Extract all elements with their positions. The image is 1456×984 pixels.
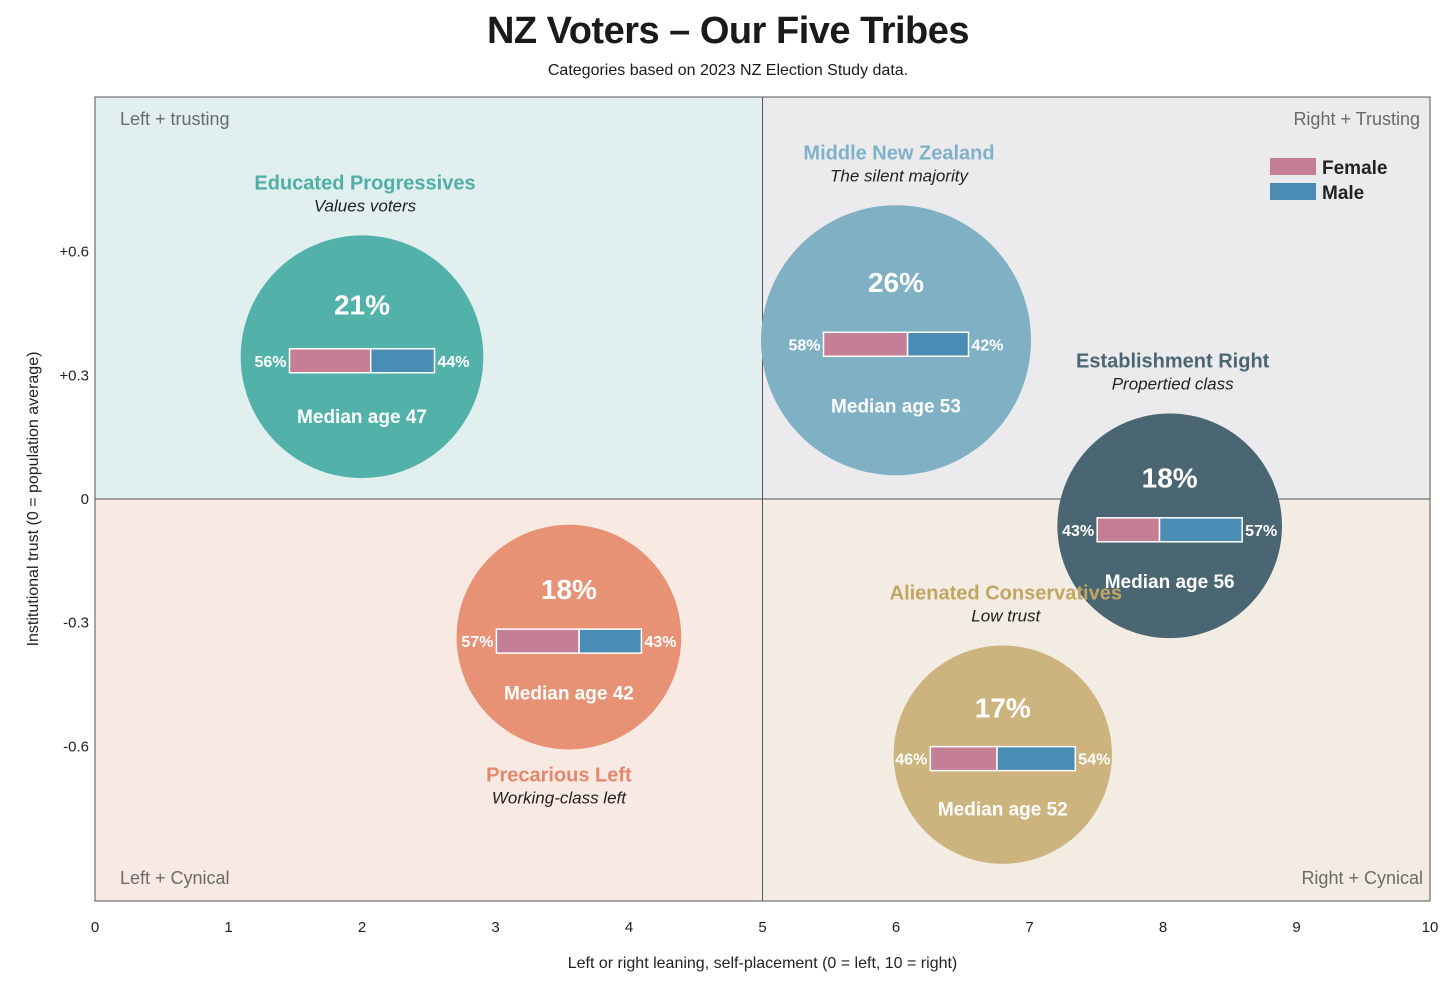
female-percent-label: 56% bbox=[254, 354, 286, 371]
x-tick-label: 9 bbox=[1292, 919, 1300, 936]
y-tick-label: -0.3 bbox=[63, 615, 89, 632]
male-percent-label: 54% bbox=[1078, 752, 1110, 769]
tribe-tagline: Values voters bbox=[314, 196, 417, 215]
x-tick-label: 3 bbox=[491, 919, 499, 936]
median-age-label: Median age 52 bbox=[938, 800, 1068, 821]
plot-border bbox=[94, 96, 1431, 902]
quadrant-label-bottom-left: Left + Cynical bbox=[120, 868, 230, 888]
male-share-bar bbox=[1158, 517, 1243, 543]
median-age-label: Median age 56 bbox=[1105, 572, 1235, 593]
y-tick-label: +0.3 bbox=[59, 367, 89, 384]
female-share-bar bbox=[929, 745, 998, 772]
male-percent-label: 42% bbox=[972, 337, 1004, 354]
tribe-name: Establishment Right bbox=[1076, 350, 1270, 372]
female-percent-label: 58% bbox=[788, 337, 820, 354]
female-share-bar bbox=[495, 628, 580, 654]
tribe-tagline: Propertied class bbox=[1112, 374, 1234, 393]
x-tick-label: 7 bbox=[1025, 919, 1033, 936]
x-tick-label: 8 bbox=[1159, 919, 1167, 936]
female-percent-label: 57% bbox=[461, 634, 493, 651]
female-share-bar bbox=[288, 348, 372, 374]
male-share-bar bbox=[906, 331, 970, 358]
legend-label-male: Male bbox=[1322, 183, 1364, 204]
tribe-share-label: 21% bbox=[334, 290, 390, 321]
tribe-tagline: Working-class left bbox=[492, 788, 627, 807]
median-age-label: Median age 47 bbox=[297, 407, 427, 428]
male-share-bar bbox=[996, 745, 1077, 772]
x-tick-label: 4 bbox=[625, 919, 633, 936]
x-tick-label: 5 bbox=[758, 919, 766, 936]
chart-subtitle: Categories based on 2023 NZ Election Stu… bbox=[547, 62, 909, 79]
tribe-tagline: Low trust bbox=[971, 606, 1041, 625]
tribe-name: Precarious Left bbox=[486, 764, 632, 786]
tribe-share-label: 18% bbox=[541, 574, 597, 605]
chart-title: NZ Voters – Our Five Tribes bbox=[486, 10, 970, 52]
legend-label-female: Female bbox=[1322, 158, 1387, 179]
median-age-label: Median age 42 bbox=[504, 683, 634, 704]
tribe-name: Educated Progressives bbox=[254, 172, 475, 194]
tribe-name: Alienated Conservatives bbox=[890, 582, 1122, 604]
quadrant-bottom-left bbox=[95, 499, 763, 901]
x-tick-label: 1 bbox=[224, 919, 232, 936]
y-tick-label: -0.6 bbox=[63, 738, 89, 755]
y-tick-label: 0 bbox=[81, 491, 89, 508]
male-share-bar bbox=[578, 628, 643, 654]
female-percent-label: 43% bbox=[1062, 523, 1094, 540]
legend-swatch-male bbox=[1270, 183, 1316, 200]
y-tick-label: +0.6 bbox=[59, 244, 89, 261]
quadrant-label-top-left: Left + trusting bbox=[120, 109, 230, 129]
x-tick-label: 2 bbox=[358, 919, 366, 936]
female-share-bar bbox=[1096, 517, 1161, 543]
x-tick-label: 0 bbox=[91, 919, 99, 936]
male-percent-label: 57% bbox=[1245, 523, 1277, 540]
tribe-tagline: The silent majority bbox=[830, 166, 969, 185]
male-percent-label: 44% bbox=[438, 354, 470, 371]
tribe-share-label: 18% bbox=[1142, 462, 1198, 493]
median-age-label: Median age 53 bbox=[831, 396, 961, 417]
female-percent-label: 46% bbox=[895, 752, 927, 769]
legend-swatch-female bbox=[1270, 158, 1316, 175]
female-share-bar bbox=[822, 331, 909, 358]
male-percent-label: 43% bbox=[644, 634, 676, 651]
tribe-share-label: 26% bbox=[868, 267, 924, 298]
tribe-name: Middle New Zealand bbox=[803, 142, 994, 164]
y-axis-label: Institutional trust (0 = population aver… bbox=[25, 352, 42, 647]
x-tick-label: 10 bbox=[1422, 919, 1439, 936]
tribe-share-label: 17% bbox=[975, 693, 1031, 724]
male-share-bar bbox=[369, 348, 436, 374]
x-tick-label: 6 bbox=[892, 919, 900, 936]
quadrant-label-top-right: Right + Trusting bbox=[1293, 109, 1420, 129]
quadrant-label-bottom-right: Right + Cynical bbox=[1301, 868, 1423, 888]
x-axis-label: Left or right leaning, self-placement (0… bbox=[568, 955, 958, 972]
